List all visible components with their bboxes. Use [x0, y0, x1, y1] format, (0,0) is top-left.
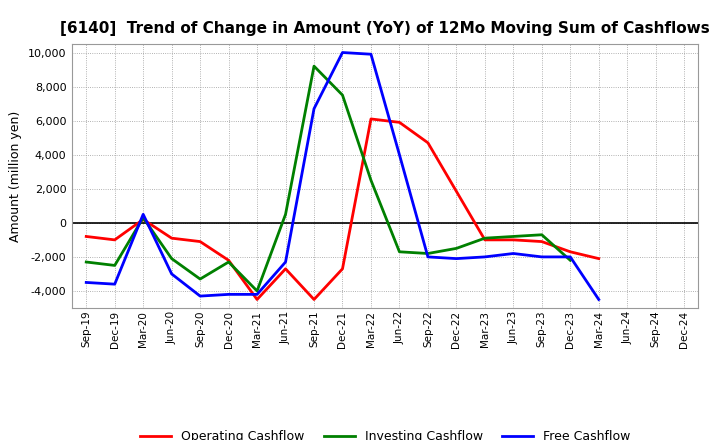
- Legend: Operating Cashflow, Investing Cashflow, Free Cashflow: Operating Cashflow, Investing Cashflow, …: [135, 425, 635, 440]
- Investing Cashflow: [537, 232, 546, 238]
- Investing Cashflow: [366, 178, 375, 183]
- Operating Cashflow: [282, 266, 290, 271]
- Operating Cashflow: [253, 297, 261, 302]
- Line: Operating Cashflow: Operating Cashflow: [86, 119, 599, 300]
- Free Cashflow: [480, 254, 489, 260]
- Free Cashflow: [566, 254, 575, 260]
- Operating Cashflow: [537, 239, 546, 244]
- Investing Cashflow: [82, 259, 91, 264]
- Free Cashflow: [338, 50, 347, 55]
- Free Cashflow: [282, 259, 290, 264]
- Investing Cashflow: [139, 215, 148, 220]
- Investing Cashflow: [225, 259, 233, 264]
- Operating Cashflow: [395, 120, 404, 125]
- Free Cashflow: [423, 254, 432, 260]
- Free Cashflow: [82, 280, 91, 285]
- Investing Cashflow: [253, 288, 261, 293]
- Investing Cashflow: [167, 256, 176, 261]
- Free Cashflow: [110, 282, 119, 287]
- Free Cashflow: [225, 292, 233, 297]
- Operating Cashflow: [310, 297, 318, 302]
- Investing Cashflow: [196, 276, 204, 282]
- Free Cashflow: [139, 212, 148, 217]
- Operating Cashflow: [480, 237, 489, 242]
- Investing Cashflow: [338, 92, 347, 98]
- Investing Cashflow: [282, 212, 290, 217]
- Line: Investing Cashflow: Investing Cashflow: [86, 66, 570, 291]
- Operating Cashflow: [110, 237, 119, 242]
- Investing Cashflow: [480, 235, 489, 241]
- Operating Cashflow: [196, 239, 204, 244]
- Operating Cashflow: [139, 217, 148, 222]
- Free Cashflow: [310, 106, 318, 111]
- Operating Cashflow: [595, 256, 603, 261]
- Free Cashflow: [253, 292, 261, 297]
- Operating Cashflow: [423, 140, 432, 146]
- Operating Cashflow: [167, 235, 176, 241]
- Line: Free Cashflow: Free Cashflow: [86, 52, 599, 300]
- Operating Cashflow: [509, 237, 518, 242]
- Operating Cashflow: [82, 234, 91, 239]
- Investing Cashflow: [423, 251, 432, 256]
- Free Cashflow: [452, 256, 461, 261]
- Free Cashflow: [537, 254, 546, 260]
- Free Cashflow: [395, 152, 404, 158]
- Title: [6140]  Trend of Change in Amount (YoY) of 12Mo Moving Sum of Cashflows: [6140] Trend of Change in Amount (YoY) o…: [60, 21, 710, 36]
- Free Cashflow: [595, 297, 603, 302]
- Y-axis label: Amount (million yen): Amount (million yen): [9, 110, 22, 242]
- Investing Cashflow: [395, 249, 404, 254]
- Operating Cashflow: [566, 249, 575, 254]
- Operating Cashflow: [225, 258, 233, 263]
- Operating Cashflow: [338, 266, 347, 271]
- Investing Cashflow: [310, 63, 318, 69]
- Investing Cashflow: [566, 258, 575, 263]
- Free Cashflow: [196, 293, 204, 299]
- Investing Cashflow: [452, 246, 461, 251]
- Investing Cashflow: [509, 234, 518, 239]
- Free Cashflow: [167, 271, 176, 277]
- Free Cashflow: [509, 251, 518, 256]
- Investing Cashflow: [110, 263, 119, 268]
- Operating Cashflow: [366, 116, 375, 121]
- Free Cashflow: [366, 51, 375, 57]
